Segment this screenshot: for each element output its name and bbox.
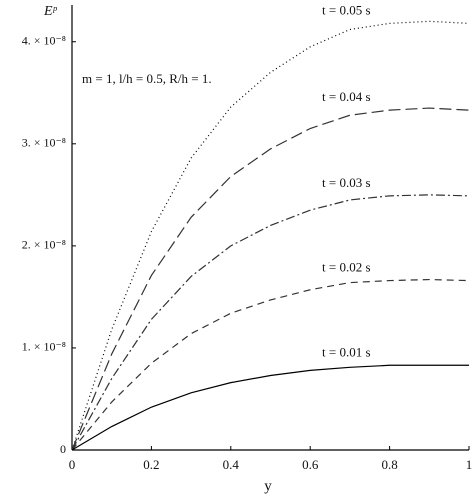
series-label: t = 0.01 s — [322, 344, 371, 359]
line-series — [71, 364, 469, 451]
y-axis-label: Eᵖ — [43, 4, 58, 19]
x-axis-label: y — [264, 478, 272, 494]
series-label: t = 0.03 s — [322, 175, 371, 190]
x-tick-label: 0.6 — [302, 457, 319, 472]
y-tick-label: 3. × 10⁻⁸ — [22, 136, 66, 150]
line-series — [71, 194, 470, 451]
y-tick-label: 2. × 10⁻⁸ — [22, 238, 66, 252]
y-tick-label: 1. × 10⁻⁸ — [22, 340, 66, 354]
annotation: m = 1, l/h = 0.5, R/h = 1. — [82, 71, 212, 86]
x-tick-label: 0.2 — [143, 457, 159, 472]
line-series — [71, 278, 470, 451]
series-label: t = 0.05 s — [322, 2, 371, 17]
x-tick-label: 0.8 — [381, 457, 397, 472]
series-label: t = 0.04 s — [322, 89, 371, 104]
x-tick-label: 1 — [466, 457, 473, 472]
line-series — [71, 107, 470, 451]
y-tick-label: 0 — [60, 442, 66, 456]
series-label: t = 0.02 s — [322, 260, 371, 275]
x-tick-label: 0.4 — [223, 457, 240, 472]
y-tick-label: 4. × 10⁻⁸ — [22, 33, 66, 47]
x-tick-label: 0 — [69, 457, 76, 472]
